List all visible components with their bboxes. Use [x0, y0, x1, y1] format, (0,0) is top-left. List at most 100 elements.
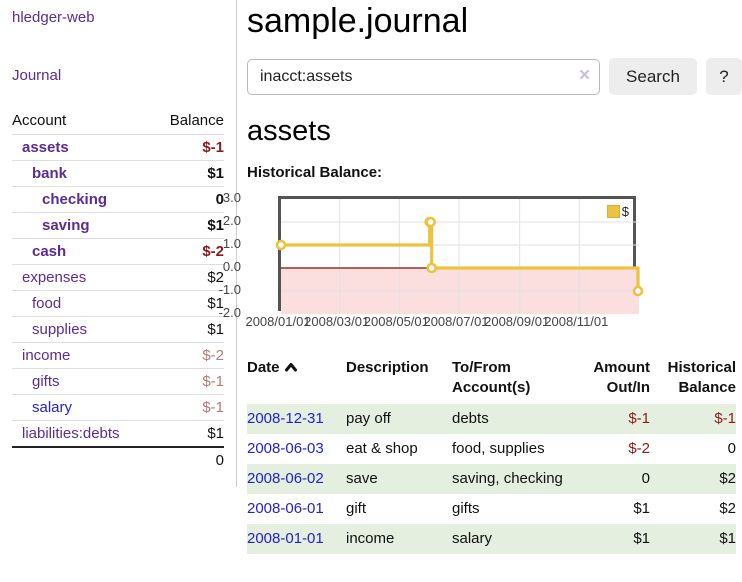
sidebar: hledger-web Journal Account Balance asse… — [0, 0, 237, 487]
chart-plot-area: $ — [275, 196, 644, 314]
register-row: 2008-06-01 gift gifts $1 $2 — [247, 494, 736, 524]
transaction-date-link[interactable]: 2008-06-03 — [247, 440, 324, 457]
chart-legend: $ — [606, 204, 629, 219]
transaction-amount: 0 — [641, 470, 650, 487]
account-link-assets[interactable]: assets — [22, 139, 69, 156]
app-brand: hledger-web — [12, 9, 224, 27]
transaction-balance: $2 — [719, 470, 736, 487]
account-row: food $1 — [12, 290, 224, 317]
y-tick-label: -2.0 — [218, 305, 241, 320]
register-body: 2008-12-31 pay off debts $-1 $-1 2008-06-03 ea… — [247, 404, 736, 554]
register-table: Date Description To/From Account(s) Amou… — [247, 356, 736, 554]
transaction-amount: $-2 — [628, 440, 650, 457]
clear-search-icon[interactable]: × — [578, 64, 591, 86]
transaction-date-link[interactable]: 2008-12-31 — [247, 410, 324, 427]
legend-swatch — [606, 205, 620, 218]
account-balance: $1 — [152, 420, 224, 447]
transaction-amount: $1 — [633, 500, 650, 517]
search-box: × — [247, 58, 601, 95]
chart-canvas — [275, 199, 644, 314]
transaction-balance: 0 — [727, 440, 736, 457]
transaction-description: save — [346, 470, 378, 487]
account-row: gifts $-1 — [12, 368, 224, 395]
account-row: checking 0 — [12, 186, 224, 213]
account-balance: 0 — [152, 186, 224, 213]
y-tick-label: 0.0 — [222, 259, 241, 274]
transaction-description: eat & shop — [346, 440, 418, 457]
transaction-accounts: saving, checking — [452, 470, 563, 487]
register-row: 2008-01-01 income salary $1 $1 — [247, 524, 736, 554]
y-tick-label: 3.0 — [222, 190, 241, 205]
transaction-amount: $-1 — [628, 410, 650, 427]
account-link-salary[interactable]: salary — [32, 399, 73, 416]
account-heading: assets — [247, 115, 331, 147]
transaction-accounts: salary — [452, 530, 493, 547]
x-tick-label: 2008/05/01 — [363, 314, 429, 329]
account-row: bank $1 — [12, 160, 224, 187]
account-balance: $1 — [152, 316, 224, 343]
register-row: 2008-06-03 eat & shop food, supplies $-2 0 — [247, 434, 736, 464]
account-link-checking[interactable]: checking — [42, 191, 108, 208]
help-button[interactable]: ? — [705, 58, 742, 95]
x-tick-label: 2008/07/01 — [423, 314, 489, 329]
journal-link[interactable]: Journal — [12, 67, 62, 84]
account-balance: $-1 — [152, 394, 224, 421]
x-tick-label: 2008/11/01 — [544, 314, 609, 329]
account-balance: $1 — [152, 212, 224, 239]
account-column-header: Account — [12, 112, 67, 129]
x-tick-label: 2008/01/01 — [245, 314, 311, 329]
account-balance: $2 — [152, 264, 224, 291]
account-link-food[interactable]: food — [32, 295, 62, 312]
register-row: 2008-06-02 save saving, checking 0 $2 — [247, 464, 736, 494]
account-link-income[interactable]: income — [22, 347, 71, 364]
transaction-description: income — [346, 530, 395, 547]
register-header-amount: Amount Out/In — [593, 359, 650, 396]
account-link-bank[interactable]: bank — [32, 165, 68, 182]
account-link-cash[interactable]: cash — [32, 243, 67, 260]
account-row: income $-2 — [12, 342, 224, 369]
register-header-date[interactable]: Date — [247, 356, 346, 404]
y-tick-label: 2.0 — [222, 213, 241, 228]
transaction-description: pay off — [346, 410, 391, 427]
accounts-total-value: 0 — [152, 446, 224, 473]
balance-chart: $ 3.0 2.0 1.0 0.0 -1.0 -2.0 2008/01/01 2008/03… — [219, 190, 644, 332]
nav-journal: Journal — [12, 67, 224, 85]
transaction-balance: $2 — [719, 500, 736, 517]
transaction-amount: $1 — [633, 530, 650, 547]
account-link-gifts[interactable]: gifts — [32, 373, 60, 390]
accounts-table: Account Balance assets $-1 bank $1 checking 0… — [12, 109, 224, 473]
account-row: supplies $1 — [12, 316, 224, 343]
sort-ascending-icon — [284, 359, 298, 379]
account-row: salary $-1 — [12, 394, 224, 421]
account-balance: $1 — [152, 160, 224, 187]
transaction-date-link[interactable]: 2008-06-02 — [247, 470, 324, 487]
x-tick-label: 2008/09/01 — [484, 314, 550, 329]
transaction-accounts: debts — [452, 410, 489, 427]
transaction-accounts: gifts — [452, 500, 480, 517]
account-link-supplies[interactable]: supplies — [32, 321, 88, 338]
transaction-date-link[interactable]: 2008-06-01 — [247, 500, 324, 517]
register-header-balance: Historical Balance — [667, 359, 736, 396]
transaction-balance: $-1 — [714, 410, 736, 427]
search-button[interactable]: Search — [609, 58, 697, 95]
x-tick-label: 2008/03/01 — [304, 314, 370, 329]
register-header-accounts: To/From Account(s) — [452, 359, 531, 396]
account-row: liabilities:debts $1 — [12, 420, 224, 447]
register-row: 2008-12-31 pay off debts $-1 $-1 — [247, 404, 736, 434]
y-tick-label: -1.0 — [218, 282, 241, 297]
y-tick-label: 1.0 — [222, 236, 241, 251]
chart-title: Historical Balance: — [247, 164, 383, 181]
account-link-saving[interactable]: saving — [42, 217, 90, 234]
account-row: assets $-1 — [12, 134, 224, 161]
account-balance: $-2 — [152, 238, 224, 265]
search-input[interactable] — [247, 58, 601, 95]
account-row: saving $1 — [12, 212, 224, 239]
page-title: sample.journal — [247, 2, 469, 40]
brand-link[interactable]: hledger-web — [12, 9, 95, 26]
legend-label: $ — [621, 204, 629, 219]
account-balance: $-2 — [152, 342, 224, 369]
sidebar-accounts-body: assets $-1 bank $1 checking 0 saving $1 cash $-2 e… — [12, 134, 224, 447]
account-link-expenses[interactable]: expenses — [22, 269, 87, 286]
account-link-liabilities-debts[interactable]: liabilities:debts — [22, 425, 120, 442]
transaction-date-link[interactable]: 2008-01-01 — [247, 530, 324, 547]
